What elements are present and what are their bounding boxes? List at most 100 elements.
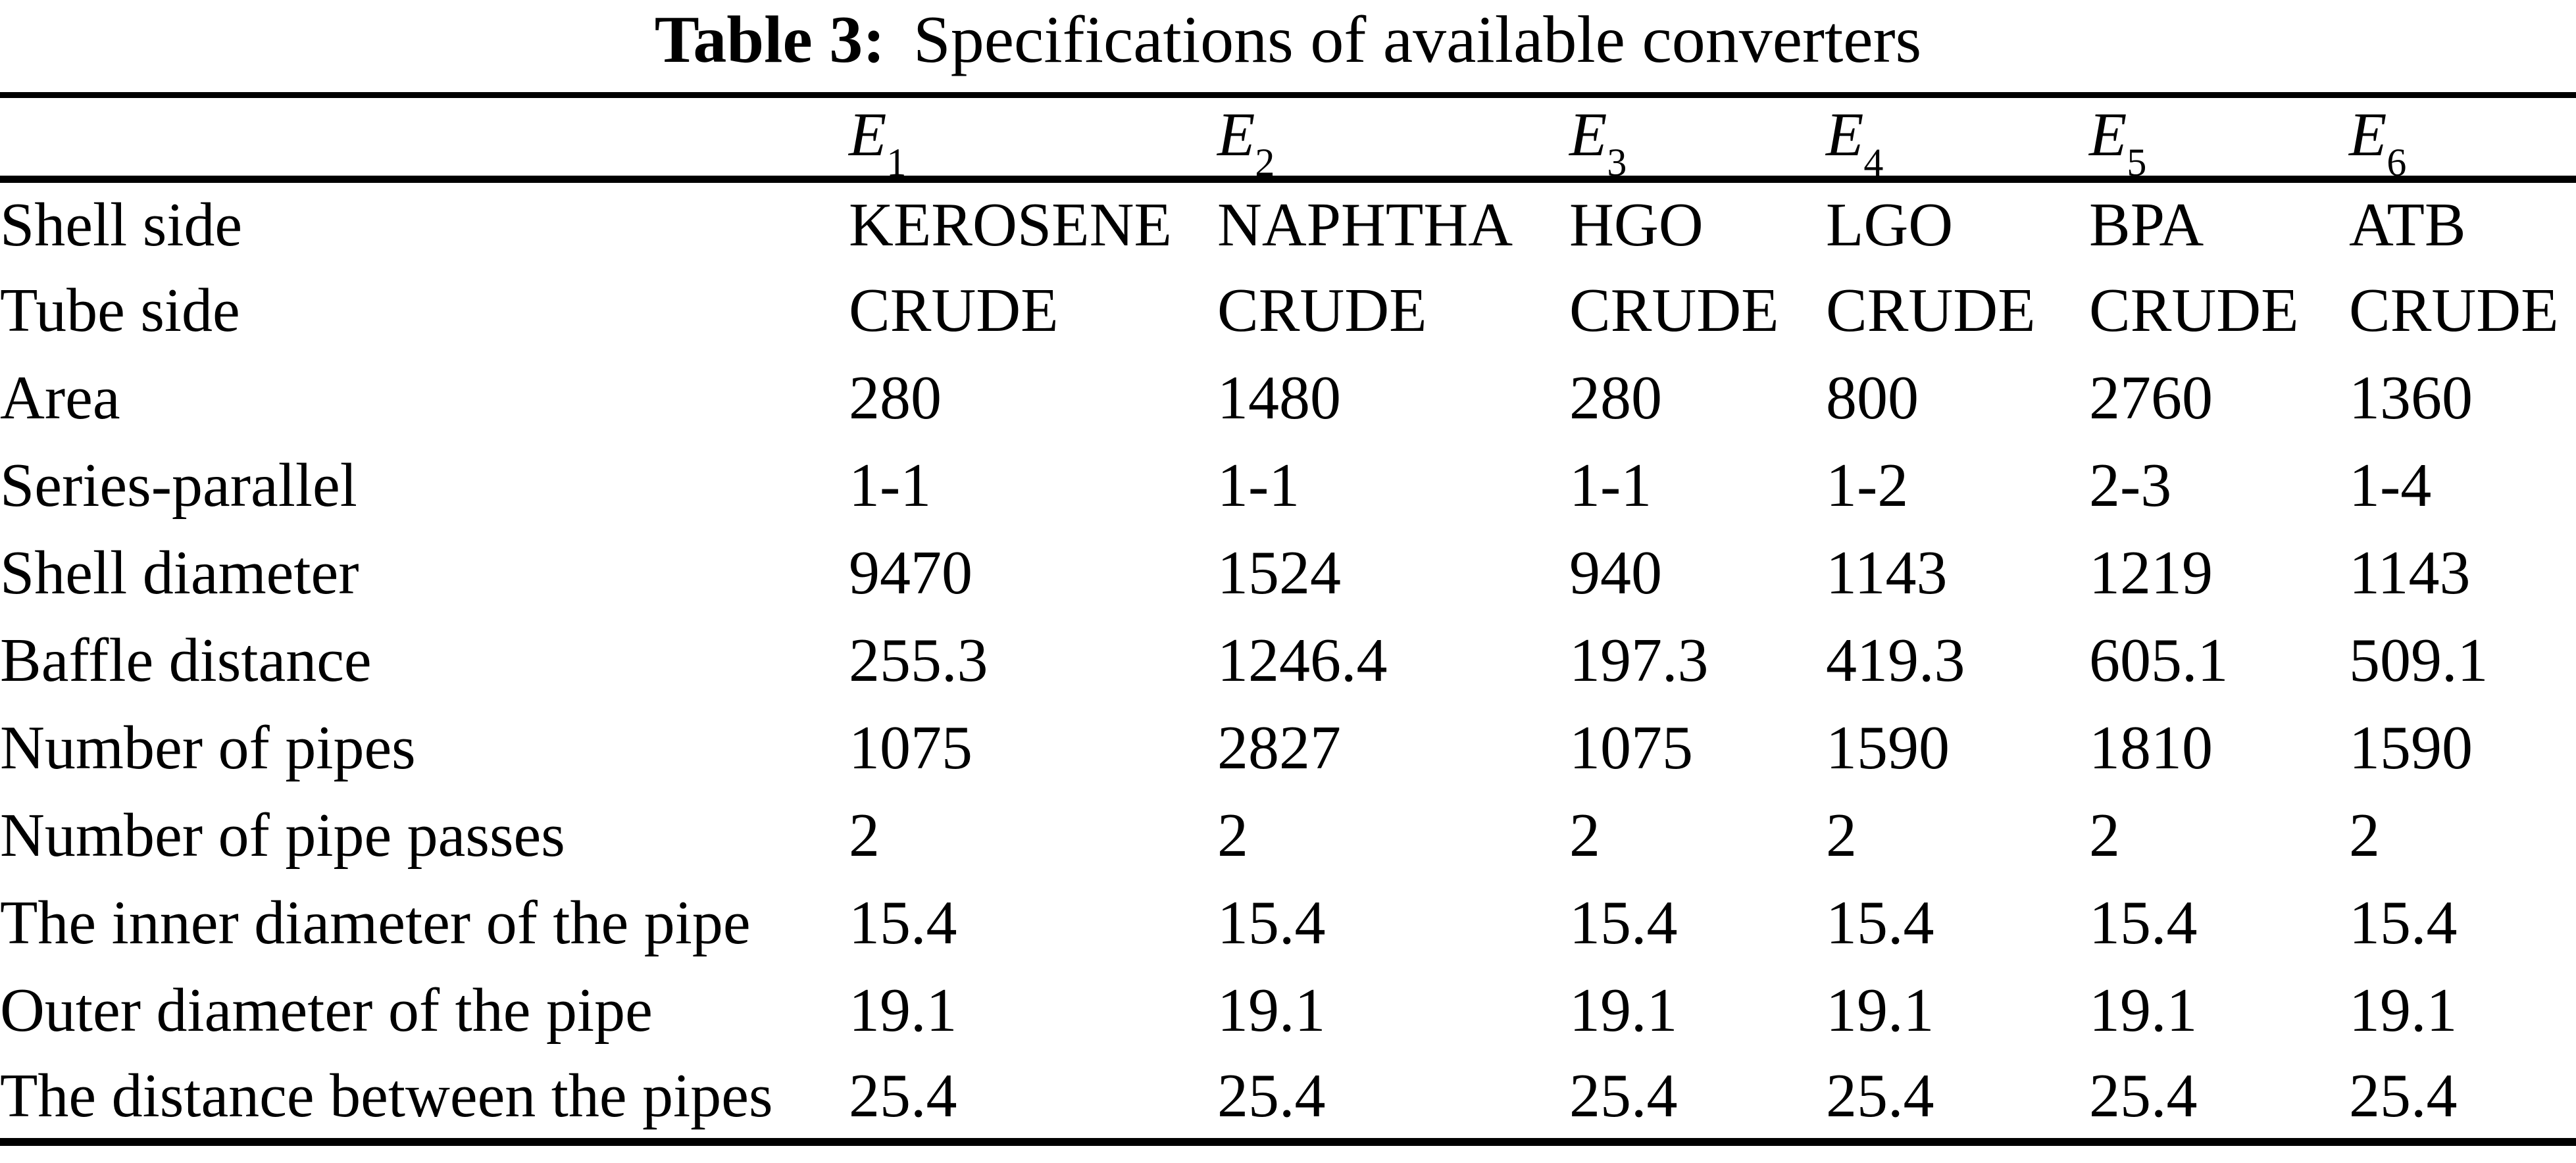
table-row: Shell side KEROSENE NAPHTHA HGO LGO BPA … bbox=[0, 180, 2576, 267]
cell: 25.4 bbox=[1826, 1062, 1934, 1130]
table-row: Outer diameter of the pipe 19.1 19.1 19.… bbox=[0, 967, 2576, 1054]
cell: 940 bbox=[1569, 539, 1662, 607]
cell: 1-1 bbox=[849, 451, 932, 520]
cell: CRUDE bbox=[2349, 276, 2559, 345]
cell: 605.1 bbox=[2089, 626, 2229, 695]
cell: 25.4 bbox=[1569, 1062, 1678, 1130]
cell: 15.4 bbox=[2349, 889, 2458, 957]
cell: 2 bbox=[1569, 801, 1600, 870]
column-header-subscript: 1 bbox=[886, 140, 907, 184]
cell: 15.4 bbox=[1569, 889, 1678, 957]
cell: 1246.4 bbox=[1217, 626, 1388, 695]
column-header-subscript: 5 bbox=[2127, 140, 2147, 184]
cell: 1590 bbox=[1826, 714, 1950, 782]
cell: 1-4 bbox=[2349, 451, 2432, 520]
cell: 2 bbox=[2089, 801, 2120, 870]
row-label: The distance between the pipes bbox=[0, 1062, 773, 1130]
cell: 19.1 bbox=[1826, 976, 1934, 1045]
cell: 15.4 bbox=[1217, 889, 1326, 957]
cell: 19.1 bbox=[1217, 976, 1326, 1045]
cell: NAPHTHA bbox=[1217, 190, 1513, 259]
cell: 25.4 bbox=[1217, 1062, 1326, 1130]
cell: 25.4 bbox=[2349, 1062, 2458, 1130]
cell: 1-1 bbox=[1569, 451, 1652, 520]
cell: 1810 bbox=[2089, 714, 2213, 782]
cell: 280 bbox=[849, 364, 942, 432]
table-row: Number of pipes 1075 2827 1075 1590 1810… bbox=[0, 705, 2576, 792]
cell: 1590 bbox=[2349, 714, 2473, 782]
row-label: Baffle distance bbox=[0, 626, 372, 695]
cell: 19.1 bbox=[849, 976, 957, 1045]
column-header-base: E bbox=[849, 101, 887, 169]
cell: 1143 bbox=[2349, 539, 2471, 607]
table-row: Series-parallel 1-1 1-1 1-1 1-2 2-3 1-4 bbox=[0, 442, 2576, 530]
row-label: The inner diameter of the pipe bbox=[0, 889, 751, 957]
column-header-base: E bbox=[2349, 101, 2387, 169]
cell: 1480 bbox=[1217, 364, 1341, 432]
cell: 25.4 bbox=[2089, 1062, 2198, 1130]
cell: LGO bbox=[1826, 190, 1954, 259]
cell: 2 bbox=[2349, 801, 2380, 870]
cell: 509.1 bbox=[2349, 626, 2488, 695]
column-header-base: E bbox=[2089, 101, 2127, 169]
cell: 255.3 bbox=[849, 626, 988, 695]
column-header-e1: E1 bbox=[849, 95, 1217, 182]
cell: 15.4 bbox=[2089, 889, 2198, 957]
row-label: Number of pipes bbox=[0, 714, 416, 782]
table-row: Shell diameter 9470 1524 940 1143 1219 1… bbox=[0, 530, 2576, 617]
table-row: Area 280 1480 280 800 2760 1360 bbox=[0, 355, 2576, 442]
table-row: Baffle distance 255.3 1246.4 197.3 419.3… bbox=[0, 617, 2576, 705]
column-header-subscript: 6 bbox=[2387, 140, 2407, 184]
row-label: Shell diameter bbox=[0, 539, 359, 607]
cell: BPA bbox=[2089, 190, 2204, 259]
cell: CRUDE bbox=[2089, 276, 2299, 345]
cell: KEROSENE bbox=[849, 190, 1172, 259]
specifications-table: E1 E2 E3 E4 E5 E6 Shell side KEROSENE NA… bbox=[0, 92, 2576, 1146]
cell: CRUDE bbox=[1217, 276, 1427, 345]
column-header-e4: E4 bbox=[1826, 95, 2089, 182]
cell: 1-2 bbox=[1826, 451, 1909, 520]
cell: 280 bbox=[1569, 364, 1662, 432]
cell: 19.1 bbox=[1569, 976, 1678, 1045]
table-row: Number of pipe passes 2 2 2 2 2 2 bbox=[0, 792, 2576, 879]
cell: HGO bbox=[1569, 190, 1704, 259]
cell: 197.3 bbox=[1569, 626, 1709, 695]
column-header-base: E bbox=[1569, 101, 1607, 169]
cell: 800 bbox=[1826, 364, 1919, 432]
cell: 419.3 bbox=[1826, 626, 1965, 695]
table-row: The inner diameter of the pipe 15.4 15.4… bbox=[0, 879, 2576, 967]
cell: 2 bbox=[1826, 801, 1857, 870]
cell: 19.1 bbox=[2089, 976, 2198, 1045]
cell: 15.4 bbox=[849, 889, 957, 957]
cell: 25.4 bbox=[849, 1062, 957, 1130]
cell: 2-3 bbox=[2089, 451, 2172, 520]
table-row: Tube side CRUDE CRUDE CRUDE CRUDE CRUDE … bbox=[0, 267, 2576, 355]
header-cell-empty bbox=[0, 95, 849, 180]
cell: 1075 bbox=[849, 714, 972, 782]
table-row: The distance between the pipes 25.4 25.4… bbox=[0, 1054, 2576, 1142]
row-label: Series-parallel bbox=[0, 451, 357, 520]
column-header-e5: E5 bbox=[2089, 95, 2349, 182]
column-header-e3: E3 bbox=[1569, 95, 1826, 182]
row-label: Area bbox=[0, 364, 120, 432]
row-label: Outer diameter of the pipe bbox=[0, 976, 653, 1045]
cell: CRUDE bbox=[1569, 276, 1779, 345]
column-header-base: E bbox=[1826, 101, 1864, 169]
cell: 2827 bbox=[1217, 714, 1341, 782]
column-header-subscript: 4 bbox=[1863, 140, 1884, 184]
cell: ATB bbox=[2349, 190, 2466, 259]
cell: 1075 bbox=[1569, 714, 1693, 782]
cell: 19.1 bbox=[2349, 976, 2458, 1045]
cell: 9470 bbox=[849, 539, 972, 607]
table-caption-text: Specifications of available converters bbox=[913, 3, 1922, 77]
row-label: Number of pipe passes bbox=[0, 801, 565, 870]
cell: 2 bbox=[849, 801, 880, 870]
cell: 1219 bbox=[2089, 539, 2213, 607]
cell: 1360 bbox=[2349, 364, 2473, 432]
column-header-e2: E2 bbox=[1217, 95, 1569, 182]
column-header-base: E bbox=[1217, 101, 1255, 169]
cell: 1524 bbox=[1217, 539, 1341, 607]
cell: CRUDE bbox=[1826, 276, 2036, 345]
row-label: Shell side bbox=[0, 190, 243, 259]
